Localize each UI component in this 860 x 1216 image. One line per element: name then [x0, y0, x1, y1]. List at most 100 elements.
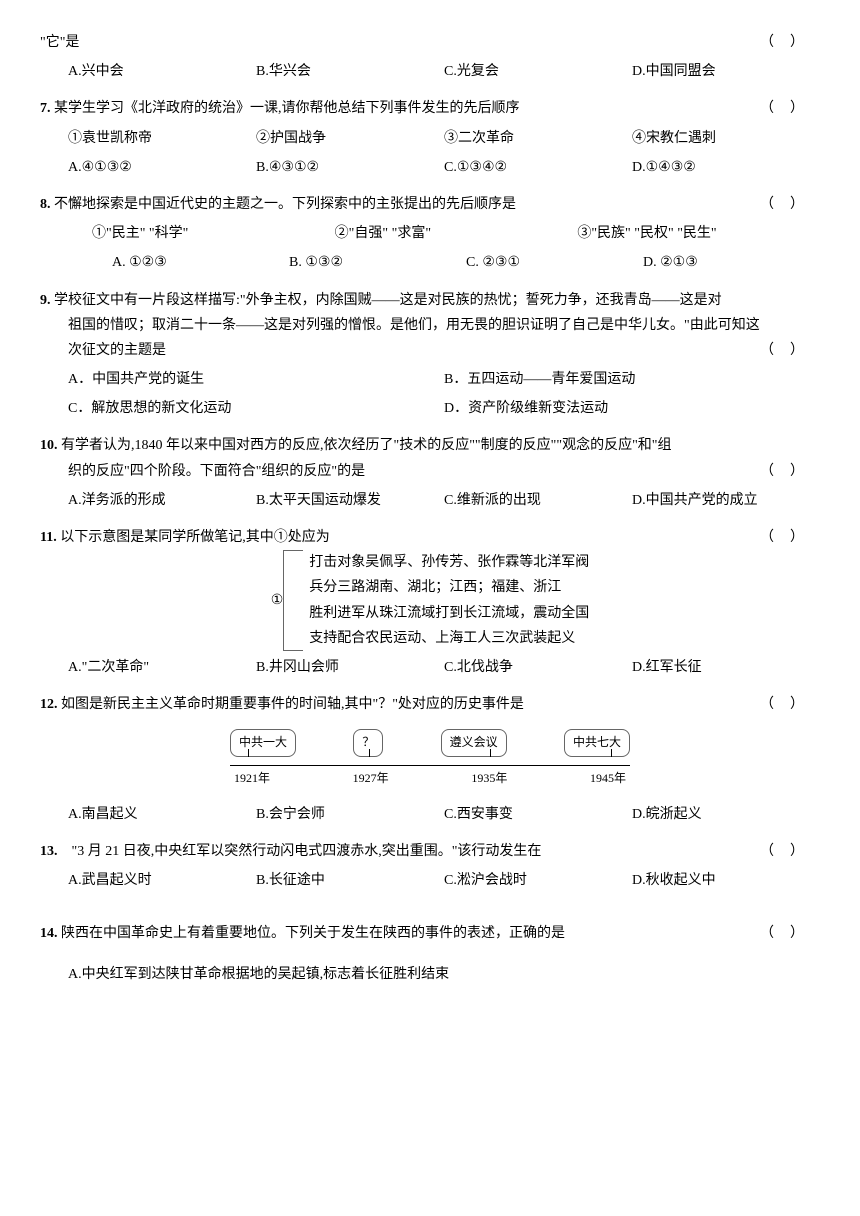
- q11-paren: （）: [760, 525, 820, 550]
- q12-opt-b: B.会宁会师: [256, 802, 444, 827]
- q13-opt-d: D.秋收起义中: [632, 868, 820, 893]
- q8-item-3: ③"民族" "民权" "民生": [577, 221, 820, 246]
- q7-item-4: ④宋教仁遇刺: [632, 126, 820, 151]
- q11-options: A."二次革命" B.井冈山会师 C.北伐战争 D.红军长征: [40, 655, 820, 680]
- question-pre: "它"是 （） A.兴中会 B.华兴会 C.光复会 D.中国同盟会: [40, 30, 820, 84]
- year-2: 1927年: [353, 768, 389, 790]
- q11-box2-label: 兵分三路: [309, 580, 365, 595]
- q8-item-2: ②"自强" "求富": [335, 221, 578, 246]
- question-9: 9. 学校征文中有一片段这样描写:"外争主权，内除国贼——这是对民族的热忧；誓死…: [40, 288, 820, 422]
- q10-opt-a: A.洋务派的形成: [68, 488, 256, 513]
- question-pre-text: "它"是 （）: [40, 30, 820, 55]
- q9-body1: 学校征文中有一片段这样描写:"外争主权，内除国贼——这是对民族的热忧；誓死力争，…: [54, 293, 722, 308]
- q11-box4-label: 支持配合: [309, 631, 365, 646]
- q11-opt-d: D.红军长征: [632, 655, 820, 680]
- timeline-box-3: 遵义会议: [441, 729, 507, 757]
- q12-text: 12. 如图是新民主主义革命时期重要事件的时间轴,其中"？"处对应的历史事件是 …: [40, 692, 820, 717]
- question-10: 10. 有学者认为,1840 年以来中国对西方的反应,依次经历了"技术的反应""…: [40, 433, 820, 513]
- q10-opt-b: B.太平天国运动爆发: [256, 488, 444, 513]
- q13-opt-b: B.长征途中: [256, 868, 444, 893]
- q11-num: 11.: [40, 530, 57, 545]
- q11-opt-a: A."二次革命": [68, 655, 256, 680]
- q11-box3-content: 从珠江流域打到长江流域，震动全国: [365, 606, 589, 621]
- q11-box1-label: 打击对象: [309, 555, 365, 570]
- timeline-box-4: 中共七大: [564, 729, 630, 757]
- q11-box-4: 支持配合农民运动、上海工人三次武装起义: [309, 626, 589, 651]
- q13-text: 13. "3 月 21 日夜,中央红军以突然行动闪电式四渡赤水,突出重围。"该行…: [40, 839, 820, 864]
- q14-content: 14. 陕西在中国革命史上有着重要地位。下列关于发生在陕西的事件的表述，正确的是: [40, 921, 760, 946]
- tick-3: [490, 749, 491, 757]
- q11-text: 11. 以下示意图是某同学所做笔记,其中①处应为 （）: [40, 525, 820, 550]
- q12-options: A.南昌起义 B.会宁会师 C.西安事变 D.皖浙起义: [40, 802, 820, 827]
- q8-paren: （）: [760, 192, 820, 217]
- q8-num: 8.: [40, 197, 51, 212]
- q12-body: 如图是新民主主义革命时期重要事件的时间轴,其中"？"处对应的历史事件是: [61, 697, 524, 712]
- timeline-boxes: 中共一大 ？ 遵义会议 中共七大: [220, 729, 640, 757]
- q11-bracket: [283, 550, 303, 651]
- year-4: 1945年: [590, 768, 626, 790]
- question-7: 7. 某学生学习《北洋政府的统治》一课,请你帮他总结下列事件发生的先后顺序 （）…: [40, 96, 820, 180]
- q10-num: 10.: [40, 438, 58, 453]
- q11-box-2: 兵分三路湖南、湖北；江西；福建、浙江: [309, 575, 589, 600]
- q11-right-stack: 打击对象吴佩孚、孙传芳、张作霖等北洋军阀 兵分三路湖南、湖北；江西；福建、浙江 …: [309, 550, 589, 651]
- q9-opt-b: B．五四运动——青年爱国运动: [444, 367, 820, 392]
- q10-line1: 10. 有学者认为,1840 年以来中国对西方的反应,依次经历了"技术的反应""…: [40, 433, 820, 458]
- pre-opt-d: D.中国同盟会: [632, 59, 820, 84]
- year-1: 1921年: [234, 768, 270, 790]
- q7-item-1: ①袁世凯称帝: [68, 126, 256, 151]
- q9-line3-row: 次征文的主题是 （）: [40, 338, 820, 363]
- tick-1: [248, 749, 249, 757]
- q12-opt-a: A.南昌起义: [68, 802, 256, 827]
- question-13: 13. "3 月 21 日夜,中央红军以突然行动闪电式四渡赤水,突出重围。"该行…: [40, 839, 820, 893]
- q9-opt-c: C．解放思想的新文化运动: [68, 396, 444, 421]
- q8-opt-a: A. ①②③: [112, 250, 289, 275]
- q9-opt-a: A．中国共产党的诞生: [68, 367, 444, 392]
- q14-num: 14.: [40, 926, 58, 941]
- q9-line2: 祖国的惜叹；取消二十一条——这是对列强的憎恨。是他们，用无畏的胆识证明了自己是中…: [40, 313, 820, 338]
- q8-opt-d: D. ②①③: [643, 250, 820, 275]
- q11-box4-content: 农民运动、上海工人三次武装起义: [365, 631, 575, 646]
- q11-content: 11. 以下示意图是某同学所做笔记,其中①处应为: [40, 525, 760, 550]
- q9-line1: 9. 学校征文中有一片段这样描写:"外争主权，内除国贼——这是对民族的热忧；誓死…: [40, 288, 820, 313]
- q10-opt-c: C.维新派的出现: [444, 488, 632, 513]
- q8-item-1: ①"民主" "科学": [92, 221, 335, 246]
- q13-content: 13. "3 月 21 日夜,中央红军以突然行动闪电式四渡赤水,突出重围。"该行…: [40, 839, 760, 864]
- q12-opt-d: D.皖浙起义: [632, 802, 820, 827]
- q11-opt-c: C.北伐战争: [444, 655, 632, 680]
- q12-num: 12.: [40, 697, 58, 712]
- q13-paren: （）: [760, 839, 820, 864]
- q13-options: A.武昌起义时 B.长征途中 C.淞沪会战时 D.秋收起义中: [40, 868, 820, 893]
- q8-content: 8. 不懈地探索是中国近代史的主题之一。下列探索中的主张提出的先后顺序是: [40, 192, 760, 217]
- q11-box3-label: 胜利进军: [309, 606, 365, 621]
- q13-opt-c: C.淞沪会战时: [444, 868, 632, 893]
- pre-options: A.兴中会 B.华兴会 C.光复会 D.中国同盟会: [40, 59, 820, 84]
- q7-items: ①袁世凯称帝 ②护国战争 ③二次革命 ④宋教仁遇刺: [40, 126, 820, 151]
- q10-options: A.洋务派的形成 B.太平天国运动爆发 C.维新派的出现 D.中国共产党的成立: [40, 488, 820, 513]
- q7-text: 7. 某学生学习《北洋政府的统治》一课,请你帮他总结下列事件发生的先后顺序 （）: [40, 96, 820, 121]
- q14-text: 14. 陕西在中国革命史上有着重要地位。下列关于发生在陕西的事件的表述，正确的是…: [40, 921, 820, 946]
- q8-text: 8. 不懈地探索是中国近代史的主题之一。下列探索中的主张提出的先后顺序是 （）: [40, 192, 820, 217]
- q10-opt-d: D.中国共产党的成立: [632, 488, 820, 513]
- q10-paren: （）: [760, 459, 820, 484]
- timeline-line: [230, 765, 630, 766]
- q10-body1: 有学者认为,1840 年以来中国对西方的反应,依次经历了"技术的反应""制度的反…: [61, 438, 672, 453]
- q14-body: 陕西在中国革命史上有着重要地位。下列关于发生在陕西的事件的表述，正确的是: [61, 926, 565, 941]
- q7-item-2: ②护国战争: [256, 126, 444, 151]
- question-8: 8. 不懈地探索是中国近代史的主题之一。下列探索中的主张提出的先后顺序是 （） …: [40, 192, 820, 276]
- q7-item-3: ③二次革命: [444, 126, 632, 151]
- timeline-box-1: 中共一大: [230, 729, 296, 757]
- q13-num: 13.: [40, 844, 58, 859]
- q7-options: A.④①③② B.④③①② C.①③④② D.①④③②: [40, 155, 820, 180]
- year-3: 1935年: [471, 768, 507, 790]
- tick-4: [611, 749, 612, 757]
- q9-options-2: C．解放思想的新文化运动 D．资产阶级维新变法运动: [40, 396, 820, 421]
- q14-paren: （）: [760, 921, 820, 946]
- q8-items: ①"民主" "科学" ②"自强" "求富" ③"民族" "民权" "民生": [40, 221, 820, 246]
- q11-box-3: 胜利进军从珠江流域打到长江流域，震动全国: [309, 601, 589, 626]
- q8-body: 不懈地探索是中国近代史的主题之一。下列探索中的主张提出的先后顺序是: [54, 197, 516, 212]
- q8-opt-b: B. ①③②: [289, 250, 466, 275]
- q11-box1-content: 吴佩孚、孙传芳、张作霖等北洋军阀: [365, 555, 589, 570]
- q7-num: 7.: [40, 101, 51, 116]
- pre-opt-c: C.光复会: [444, 59, 632, 84]
- q11-box2-content: 湖南、湖北；江西；福建、浙江: [365, 580, 561, 595]
